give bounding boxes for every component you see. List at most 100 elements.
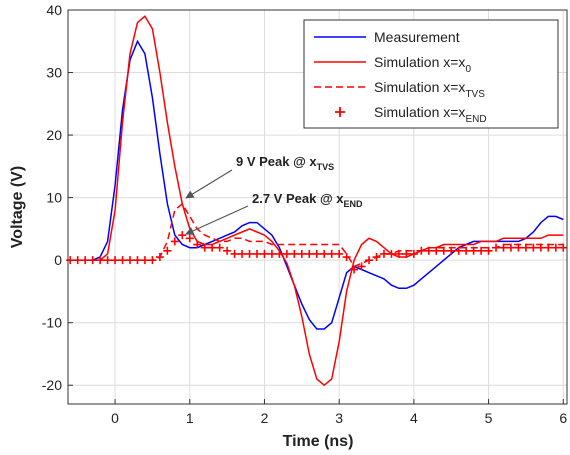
x-axis-label: Time (ns)	[283, 433, 354, 450]
legend-subscript: TVS	[465, 89, 485, 100]
marker	[514, 243, 523, 252]
marker	[365, 256, 374, 265]
marker	[73, 256, 82, 265]
x-tick-label: 4	[410, 410, 418, 426]
marker	[223, 246, 232, 255]
legend-text: Simulation x=x	[374, 79, 465, 95]
marker	[417, 246, 426, 255]
marker	[551, 243, 560, 252]
legend-label: Simulation x=x0	[374, 54, 471, 75]
marker	[447, 246, 456, 255]
annotation-text: 9 V Peak @ x	[236, 154, 317, 169]
legend-label: Simulation x=xTVS	[374, 79, 485, 100]
marker	[111, 256, 120, 265]
marker	[163, 246, 172, 255]
marker	[432, 246, 441, 255]
legend-subscript: 0	[465, 64, 471, 75]
marker	[409, 249, 418, 258]
marker	[439, 246, 448, 255]
y-tick-label: -20	[42, 377, 62, 393]
marker	[320, 249, 329, 258]
marker	[275, 249, 284, 258]
marker	[155, 253, 164, 262]
y-tick-label: -10	[42, 315, 62, 331]
marker	[230, 249, 239, 258]
marker	[238, 249, 247, 258]
marker	[215, 243, 224, 252]
y-tick-label: 40	[46, 2, 62, 18]
marker	[402, 249, 411, 258]
y-tick-label: 10	[46, 190, 62, 206]
legend-text: Simulation x=x	[374, 54, 465, 70]
annotation-arrow	[185, 205, 249, 235]
annotation: 9 V Peak @ xTVS	[236, 154, 334, 172]
marker	[200, 243, 209, 252]
marker	[462, 246, 471, 255]
marker	[469, 246, 478, 255]
axes-frame	[67, 9, 568, 405]
marker	[529, 243, 538, 252]
annotation-arrow	[185, 169, 233, 199]
marker	[290, 249, 299, 258]
marker	[477, 246, 486, 255]
x-tick-label: 1	[186, 410, 194, 426]
marker	[148, 256, 157, 265]
marker	[387, 249, 396, 258]
marker	[506, 243, 515, 252]
marker	[327, 249, 336, 258]
marker	[245, 249, 254, 258]
marker	[379, 249, 388, 258]
marker	[484, 246, 493, 255]
annotation-subscript: TVS	[317, 162, 335, 172]
legend-swatch	[335, 107, 345, 117]
series-line	[70, 15, 564, 387]
marker	[499, 243, 508, 252]
marker	[297, 249, 306, 258]
marker	[193, 240, 202, 249]
marker	[559, 243, 568, 252]
x-tick-label: 2	[261, 410, 269, 426]
marker	[372, 253, 381, 262]
marker	[81, 256, 90, 265]
legend-subscript: END	[465, 114, 486, 125]
marker	[118, 256, 127, 265]
annotation: 2.7 V Peak @ xEND	[252, 191, 363, 209]
x-tick-label: 3	[335, 410, 343, 426]
marker	[96, 256, 105, 265]
legend-label: Measurement	[374, 29, 460, 45]
marker	[492, 243, 501, 252]
y-axis-label: Voltage (V)	[9, 166, 26, 248]
legend-box	[303, 19, 559, 129]
marker	[252, 249, 261, 258]
legend-label: Simulation x=xEND	[374, 104, 487, 125]
annotation-subscript: END	[343, 199, 363, 209]
legend-text: Measurement	[374, 29, 460, 45]
marker	[454, 246, 463, 255]
marker	[282, 249, 291, 258]
marker	[185, 234, 194, 243]
marker	[342, 253, 351, 262]
marker	[424, 246, 433, 255]
marker	[260, 249, 269, 258]
y-tick-label: 30	[46, 65, 62, 81]
marker	[126, 256, 135, 265]
marker	[536, 243, 545, 252]
x-tick-label: 5	[485, 410, 493, 426]
marker	[305, 249, 314, 258]
y-tick-label: 0	[54, 252, 62, 268]
legend-text: Simulation x=x	[374, 104, 465, 120]
marker	[394, 249, 403, 258]
marker	[350, 265, 359, 274]
marker	[208, 243, 217, 252]
marker	[312, 249, 321, 258]
marker	[335, 249, 344, 258]
marker	[170, 237, 179, 246]
marker	[357, 262, 366, 271]
marker	[521, 243, 530, 252]
marker	[103, 256, 112, 265]
marker	[267, 249, 276, 258]
marker	[140, 256, 149, 265]
marker	[88, 256, 97, 265]
marker	[544, 243, 553, 252]
